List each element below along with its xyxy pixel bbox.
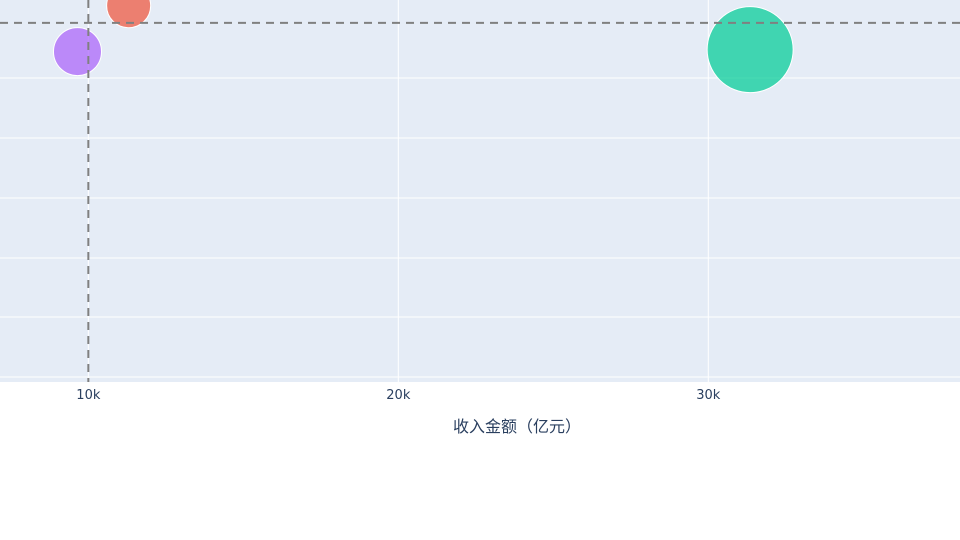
bubble-point [106,0,152,29]
plot-background [0,0,960,382]
x-axis-title: 收入金额（亿元） [453,417,581,436]
bubble-point [706,6,794,94]
grid-lines [0,0,960,382]
bubbles [52,0,794,94]
x-axis-ticks: 10k 20k 30k [76,388,720,403]
x-tick-label: 20k [386,388,411,403]
x-tick-label: 10k [76,388,101,403]
reference-lines [0,0,960,382]
bubble-point [52,27,102,77]
x-tick-label: 30k [696,388,721,403]
